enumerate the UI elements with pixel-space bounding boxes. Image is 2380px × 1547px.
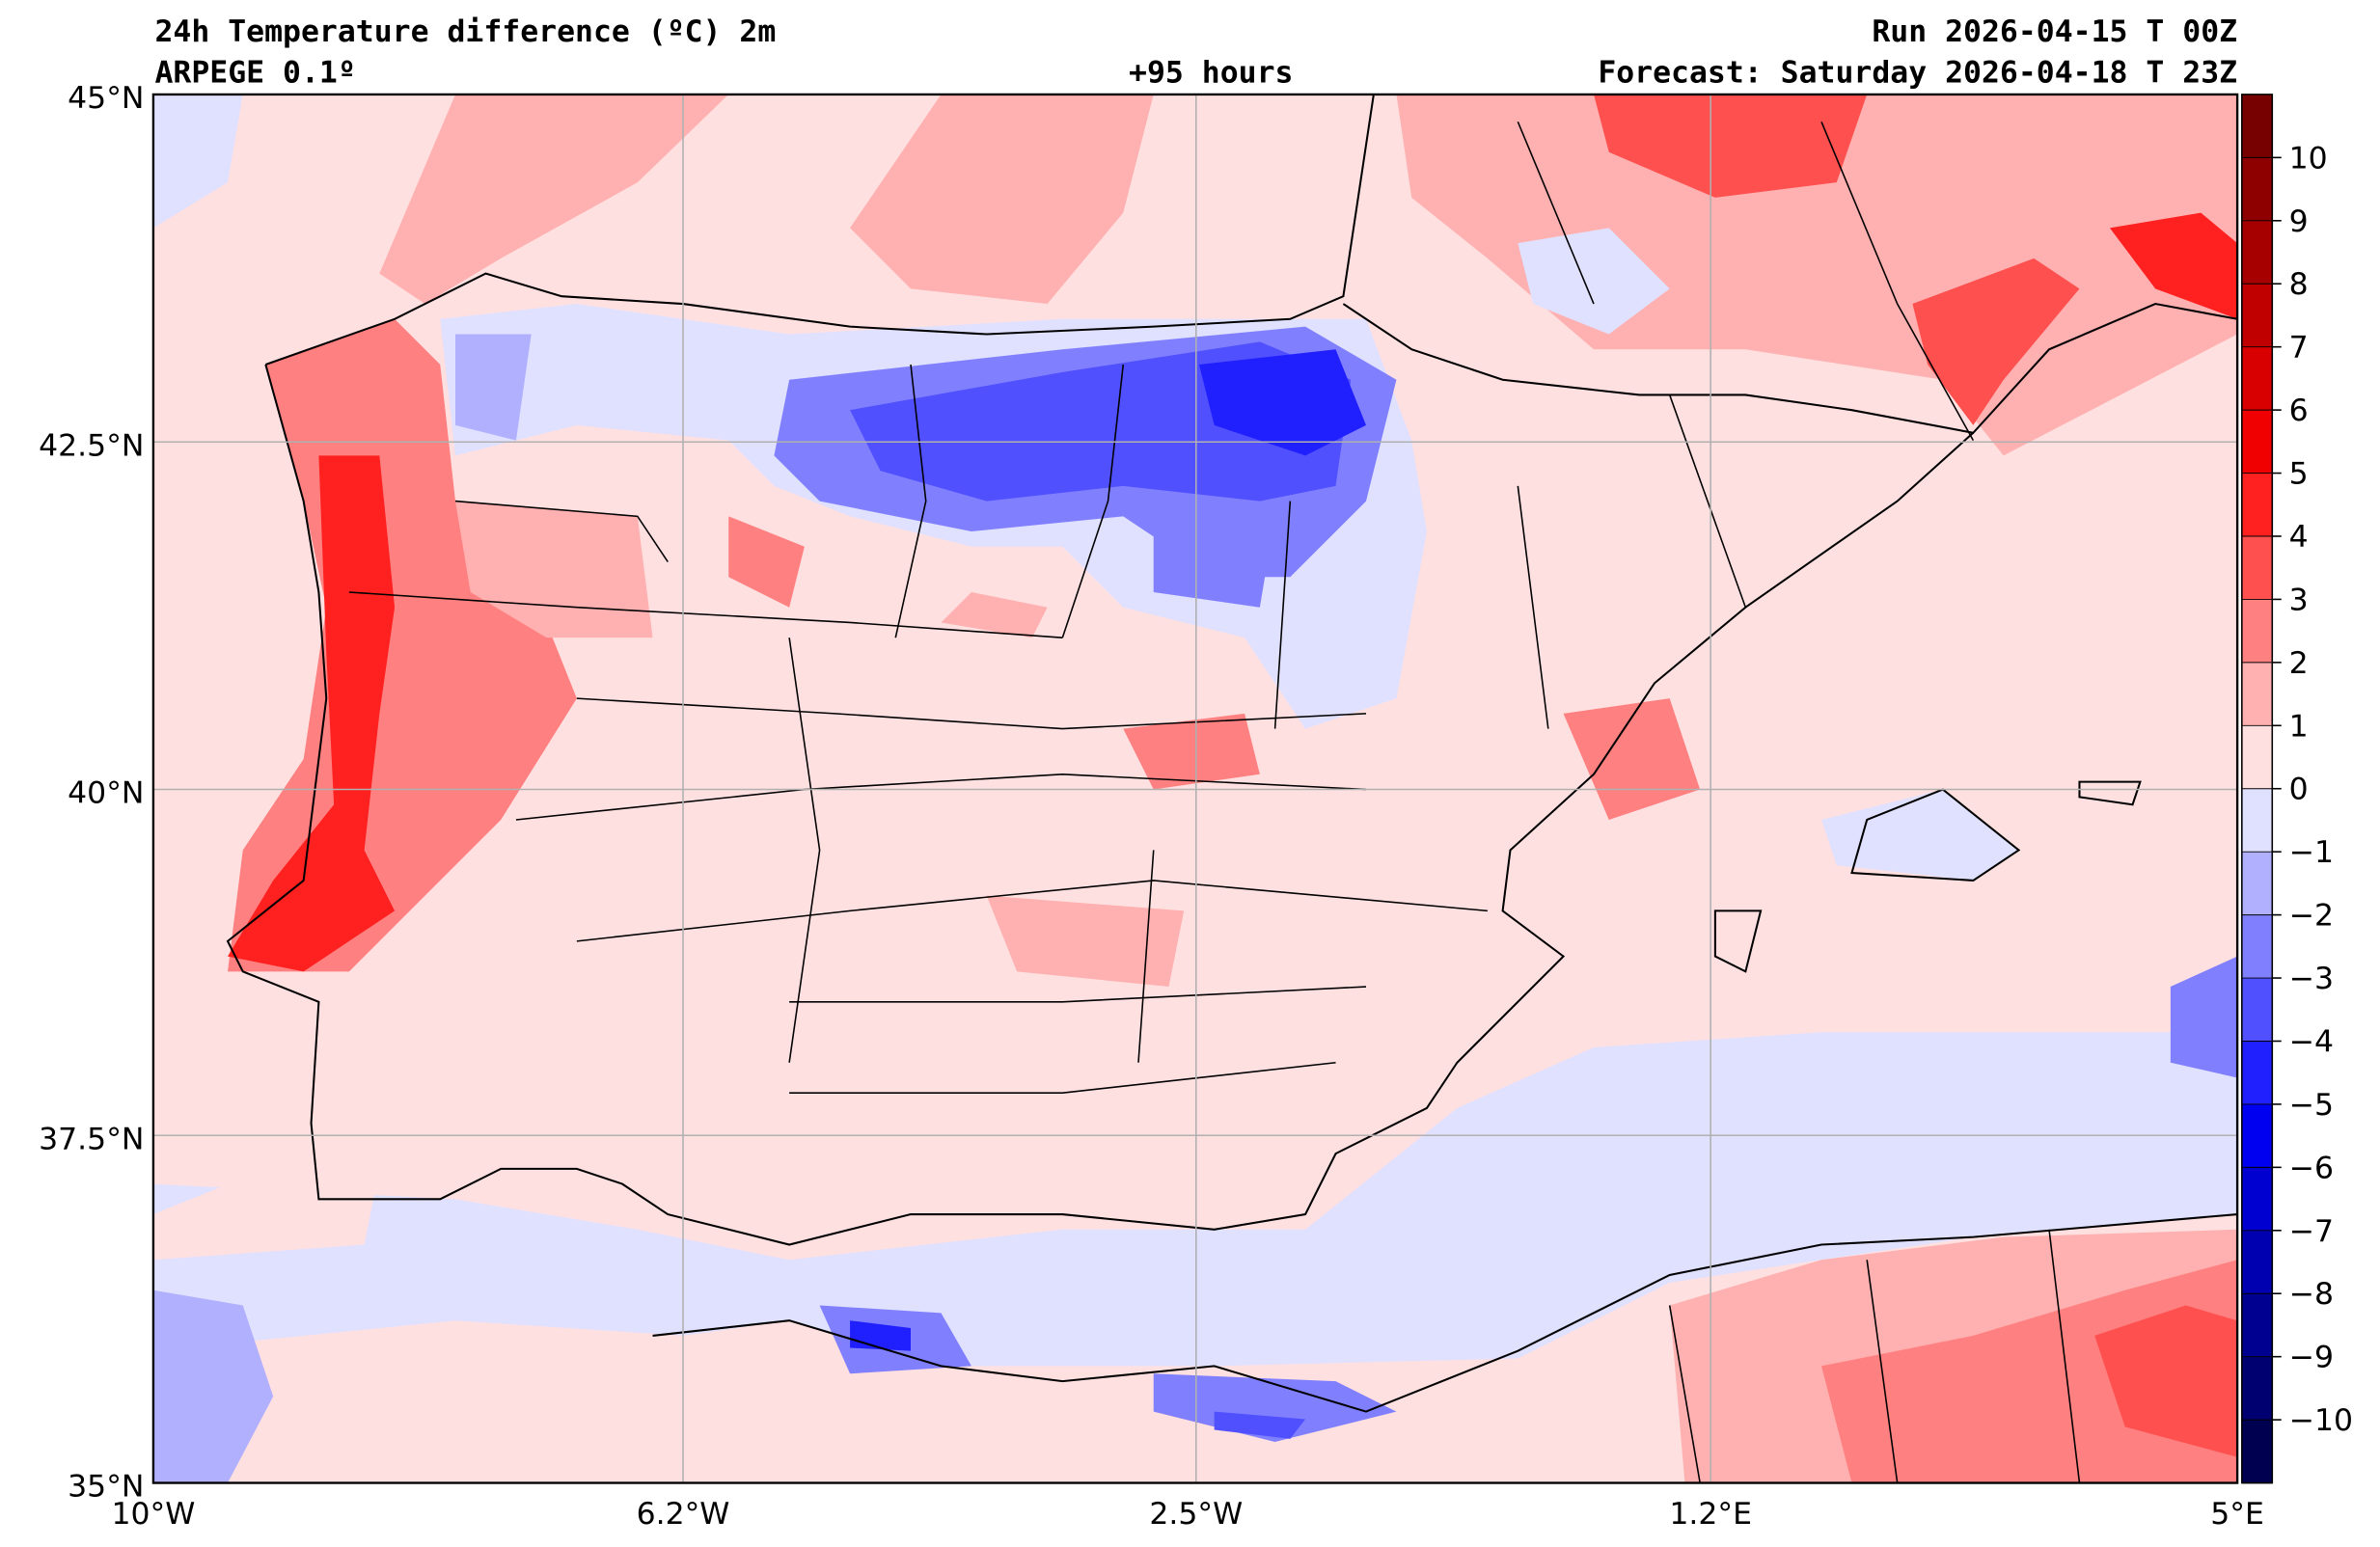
model-label: ARPEGE 0.1º [154, 55, 355, 90]
colorbar-bin [2241, 1103, 2273, 1169]
colorbar-bin [2241, 978, 2273, 1043]
lon-label: 2.5°W [1149, 1497, 1243, 1532]
lat-label: 42.5°N [39, 428, 144, 463]
lat-label: 45°N [68, 81, 144, 116]
colorbar-bin [2241, 1167, 2273, 1232]
colorbar-tick-label: 9 [2289, 204, 2309, 239]
colorbar-bin [2241, 725, 2273, 790]
colorbar-tick-label: −10 [2289, 1403, 2353, 1438]
longitude-labels: 10°W 6.2°W 2.5°W 1.2°E 5°E [111, 1497, 2263, 1532]
colorbar-bin [2241, 473, 2273, 537]
colorbar-bin [2241, 1230, 2273, 1295]
colorbar-tick-label: −2 [2289, 899, 2334, 934]
colorbar-tick-label: 6 [2289, 394, 2309, 428]
colorbar-bin [2241, 852, 2273, 916]
colorbar-frame [2241, 94, 2274, 1484]
colorbar-bin [2241, 1420, 2273, 1484]
graticule [152, 94, 2238, 1483]
colorbar-bin [2241, 662, 2273, 727]
lead-time-label: +95 hours [1129, 55, 1293, 90]
colorbar-tick-label: −8 [2289, 1277, 2334, 1312]
colorbar-tick-label: −3 [2289, 962, 2334, 996]
colorbar-bin [2241, 94, 2273, 159]
lat-label: 37.5°N [39, 1122, 144, 1156]
colorbar-bin [2241, 788, 2273, 853]
colorbar-tick-label: 8 [2289, 267, 2309, 302]
map-frame [151, 93, 2239, 1484]
colorbar-tick-label: −4 [2289, 1024, 2334, 1059]
run-label: Run 2026-04-15 T 00Z [1872, 14, 2237, 49]
colorbar-bin [2241, 220, 2273, 285]
colorbar-bin [2241, 1041, 2273, 1105]
lat-label: 40°N [68, 776, 144, 811]
lon-label: 6.2°W [637, 1497, 730, 1532]
colorbar-bin [2241, 1293, 2273, 1358]
colorbar-tick-label: −9 [2289, 1341, 2334, 1375]
colorbar-tick-label: −7 [2289, 1214, 2334, 1249]
colorbar-tick-label: 7 [2289, 331, 2309, 366]
lat-label: 35°N [68, 1470, 144, 1505]
coastlines [226, 94, 2238, 1483]
colorbar-tick-label: 10 [2289, 141, 2328, 176]
colorbar-tick-label: 4 [2289, 520, 2309, 555]
colorbar-bin [2241, 1356, 2273, 1421]
latitude-labels: 45°N 42.5°N 40°N 37.5°N 35°N [39, 81, 144, 1505]
colorbar-bin [2241, 535, 2273, 601]
colorbar-tick-label: 5 [2289, 457, 2309, 492]
map-title: 24h Temperature difference (ºC) 2m [154, 14, 776, 49]
colorbar-bin [2241, 157, 2273, 222]
colorbar-tick-label: 2 [2289, 646, 2309, 681]
colorbar-tick-label: 3 [2289, 583, 2309, 617]
lon-label: 10°W [111, 1497, 195, 1532]
lon-label: 1.2°E [1669, 1497, 1752, 1532]
colorbar-tick-label: 1 [2289, 709, 2309, 744]
colorbar-tick-label: −5 [2289, 1088, 2334, 1123]
colorbar-tick-label: −1 [2289, 835, 2334, 870]
colorbar-bin [2241, 284, 2273, 348]
colorbar-bin [2241, 914, 2273, 979]
colorbar-tick-label: −6 [2289, 1151, 2334, 1185]
colorbar-bin [2241, 346, 2273, 411]
colorbar-tick-label: 0 [2289, 773, 2309, 807]
forecast-label: Forecast: Saturday 2026-04-18 T 23Z [1598, 55, 2237, 90]
colorbar-bin [2241, 410, 2273, 475]
colorbar-bin [2241, 599, 2273, 664]
lon-label: 5°E [2210, 1497, 2264, 1532]
